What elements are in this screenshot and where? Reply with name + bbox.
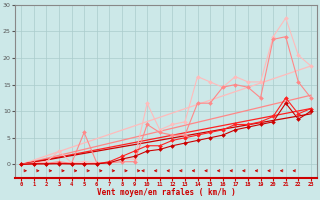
X-axis label: Vent moyen/en rafales ( km/h ): Vent moyen/en rafales ( km/h )	[97, 188, 236, 197]
